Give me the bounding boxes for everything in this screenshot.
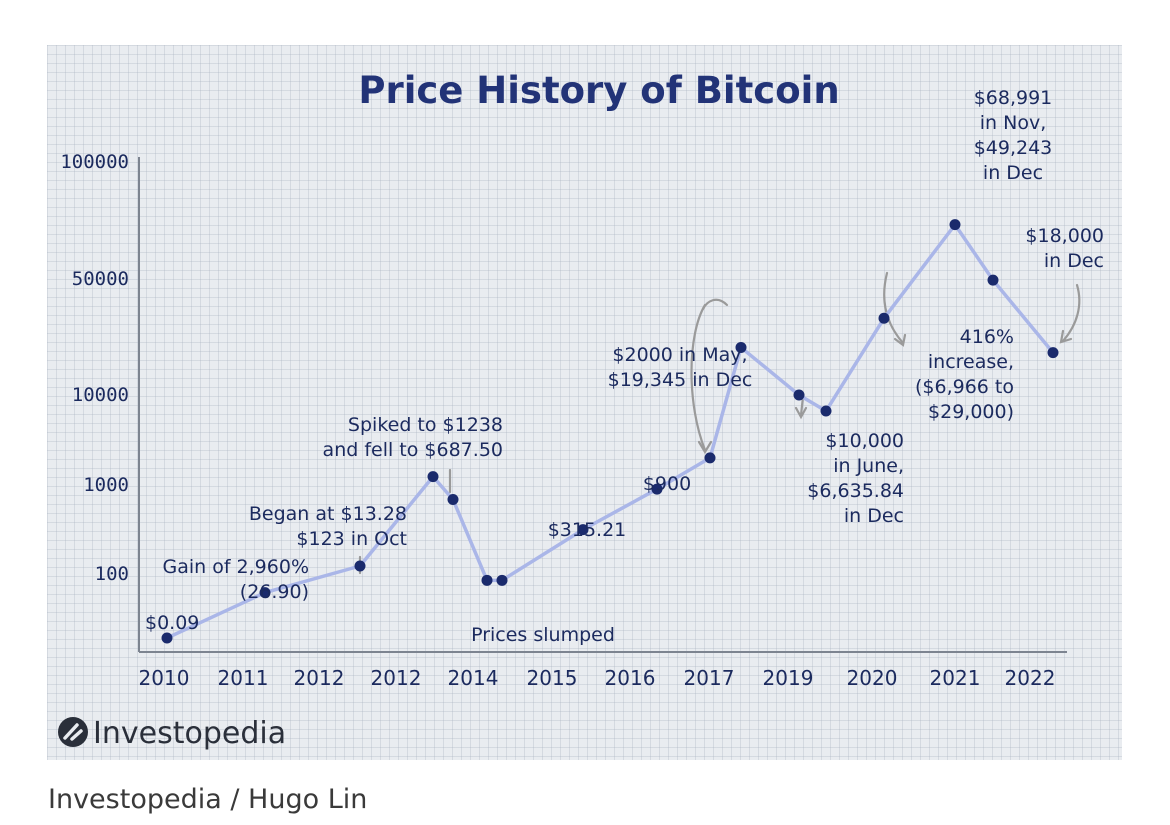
data-point bbox=[820, 405, 832, 417]
x-tick-label: 2012 bbox=[371, 666, 422, 690]
x-tick-label: 2016 bbox=[605, 666, 656, 690]
y-tick-label: 50000 bbox=[72, 268, 129, 290]
chart-annotation: $0.09 bbox=[145, 612, 199, 634]
y-tick-label: 10000 bbox=[72, 384, 129, 406]
x-tick-label: 2011 bbox=[218, 666, 269, 690]
x-tick-label: 2020 bbox=[847, 666, 898, 690]
data-point bbox=[354, 560, 366, 572]
data-point bbox=[704, 452, 716, 464]
chart-title: Price History of Bitcoin bbox=[358, 69, 839, 112]
chart-annotation: $10,000 in June, $6,635.84 in Dec bbox=[807, 430, 904, 527]
data-point bbox=[793, 389, 805, 401]
annotation-arrow bbox=[701, 298, 729, 311]
chart-annotation: 416% increase, ($6,966 to $29,000) bbox=[915, 326, 1014, 423]
data-point bbox=[735, 341, 747, 353]
data-point bbox=[481, 574, 493, 586]
chart-annotation: $900 bbox=[643, 473, 691, 495]
annotation-arrow bbox=[799, 395, 805, 417]
investopedia-logo-icon bbox=[58, 717, 88, 747]
x-tick-label: 2015 bbox=[527, 666, 578, 690]
chart-annotation: Began at $13.28 $123 in Oct bbox=[249, 503, 407, 550]
annotations: $0.09 Gain of 2,960% (26.90) Began at $13.2… bbox=[145, 87, 1104, 646]
data-point bbox=[987, 274, 999, 286]
chart-annotation: Spiked to $1238 and fell to $687.50 bbox=[323, 414, 503, 461]
annotation-arrow bbox=[690, 303, 707, 452]
y-tick-labels: 100000 50000 10000 1000 100 bbox=[60, 151, 129, 585]
x-tick-label: 2019 bbox=[763, 666, 814, 690]
image-credit: Investopedia / Hugo Lin bbox=[48, 784, 368, 815]
data-point bbox=[496, 574, 508, 586]
x-tick-labels: 2010 2011 2012 2012 2014 2015 2016 2017 2019 2020… bbox=[139, 666, 1056, 690]
chart-annotation: $68,991 in Nov, $49,243 in Dec bbox=[974, 87, 1053, 184]
annotation-arrowhead bbox=[697, 440, 713, 455]
y-tick-label: 1000 bbox=[83, 474, 129, 496]
data-points bbox=[161, 219, 1059, 644]
brand-name: Investopedia bbox=[93, 716, 286, 751]
chart-annotation: $315.21 bbox=[548, 519, 627, 541]
annotation-arrowhead bbox=[893, 333, 907, 347]
chart-svg: Price History of Bitcoin 100000500001000… bbox=[58, 69, 1104, 751]
brand-logo: Investopedia bbox=[58, 716, 286, 751]
chart-annotation: Prices slumped bbox=[471, 624, 615, 646]
annotation-arrow bbox=[1061, 283, 1081, 343]
chart-annotation: Gain of 2,960% (26.90) bbox=[162, 556, 309, 603]
data-point bbox=[651, 483, 663, 495]
annotation-arrows bbox=[358, 271, 1081, 575]
x-tick-label: 2022 bbox=[1005, 666, 1056, 690]
data-point bbox=[447, 493, 459, 505]
y-tick-label: 100 bbox=[95, 563, 129, 585]
x-tick-label: 2017 bbox=[684, 666, 735, 690]
chart-annotation: $18,000 in Dec bbox=[1025, 225, 1104, 272]
x-tick-label: 2014 bbox=[448, 666, 499, 690]
data-point bbox=[949, 219, 961, 231]
data-point bbox=[1047, 347, 1059, 359]
annotation-arrowhead bbox=[1059, 329, 1073, 344]
data-point bbox=[161, 632, 173, 644]
chart-annotation: $2000 in May, $19,345 in Dec bbox=[608, 344, 753, 391]
data-point bbox=[878, 312, 890, 324]
data-point bbox=[577, 524, 589, 536]
annotation-arrowhead bbox=[794, 406, 808, 420]
x-tick-label: 2010 bbox=[139, 666, 190, 690]
chart-figure: Price History of Bitcoin 100000 50000 1000… bbox=[47, 45, 1122, 760]
x-tick-label: 2012 bbox=[294, 666, 345, 690]
investopedia-logo-mark bbox=[63, 723, 83, 741]
y-tick-label: 100000 bbox=[60, 151, 129, 173]
x-tick-label: 2021 bbox=[930, 666, 981, 690]
data-point bbox=[427, 471, 439, 483]
data-point bbox=[259, 587, 271, 599]
